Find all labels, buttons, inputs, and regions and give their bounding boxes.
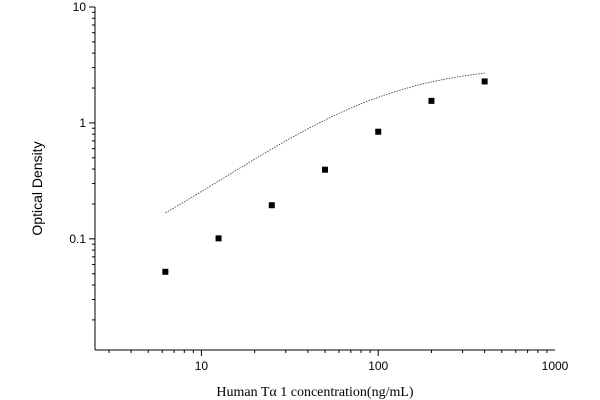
y-tick-label: 0.1 <box>69 232 86 246</box>
fit-curve <box>165 72 485 214</box>
data-points <box>162 78 488 275</box>
x-tick-label: 10 <box>195 359 209 373</box>
ticks: 10 100 1000 0.1 1 10 <box>69 0 568 373</box>
x-axis-title: Human Tα 1 concentration(ng/mL) <box>216 385 414 400</box>
data-point <box>322 166 328 173</box>
data-point <box>215 235 222 242</box>
data-point <box>375 128 382 135</box>
y-tick-label: 10 <box>73 0 87 14</box>
data-point <box>162 268 169 275</box>
data-point <box>481 78 488 85</box>
data-point <box>268 202 275 209</box>
x-tick-label: 100 <box>368 359 388 373</box>
data-point <box>428 97 435 104</box>
x-tick-label: 1000 <box>542 359 569 373</box>
axes <box>94 7 555 351</box>
y-axis-title: Optical Density <box>29 141 45 235</box>
y-tick-label: 1 <box>79 116 86 130</box>
